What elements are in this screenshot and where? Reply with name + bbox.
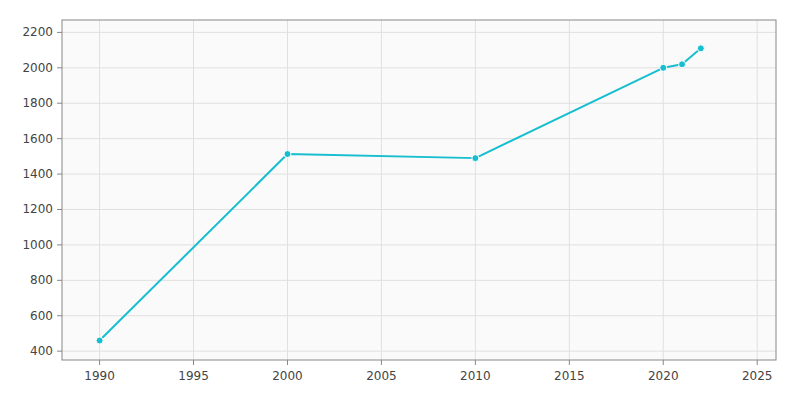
y-grid-line — [62, 174, 776, 175]
y-tick — [57, 67, 62, 68]
x-grid-line — [475, 20, 476, 360]
y-tick-label: 400 — [30, 344, 53, 358]
y-tick — [57, 32, 62, 33]
x-grid-line — [757, 20, 758, 360]
y-tick-label: 1600 — [22, 132, 53, 146]
y-tick — [57, 351, 62, 352]
y-tick — [57, 174, 62, 175]
y-tick — [57, 280, 62, 281]
x-tick-label: 2020 — [648, 369, 679, 383]
x-tick-label: 2000 — [272, 369, 303, 383]
x-tick — [99, 360, 100, 365]
x-tick-label: 1990 — [84, 369, 115, 383]
y-tick — [57, 244, 62, 245]
x-grid-line — [569, 20, 570, 360]
x-grid-line — [381, 20, 382, 360]
x-grid-line — [99, 20, 100, 360]
y-tick-label: 800 — [30, 273, 53, 287]
y-tick-label: 2000 — [22, 61, 53, 75]
y-tick-label: 2200 — [22, 25, 53, 39]
chart-container: 1990 1995 2000 2005 2010 2015 2020 2025 400 600 80… — [0, 0, 800, 400]
y-grid-line — [62, 32, 776, 33]
point — [96, 337, 103, 344]
chart-svg: 1990 1995 2000 2005 2010 2015 2020 2025 400 600 80… — [0, 0, 800, 400]
x-tick-label: 2015 — [554, 369, 585, 383]
point — [660, 64, 667, 71]
point — [679, 61, 686, 68]
series — [96, 45, 704, 344]
y-grid-line — [62, 315, 776, 316]
grid — [62, 20, 776, 360]
y-tick-label: 1800 — [22, 96, 53, 110]
x-tick — [287, 360, 288, 365]
x-tick-label: 2025 — [742, 369, 773, 383]
y-tick-label: 1000 — [22, 238, 53, 252]
y-tick-label: 600 — [30, 309, 53, 323]
x-tick-label: 2010 — [460, 369, 491, 383]
plot-frame — [62, 20, 776, 360]
y-tick — [57, 315, 62, 316]
point — [697, 45, 704, 52]
axes: 1990 1995 2000 2005 2010 2015 2020 2025 400 600 80… — [22, 20, 776, 383]
y-tick-label: 1200 — [22, 202, 53, 216]
x-tick — [663, 360, 664, 365]
y-tick — [57, 103, 62, 104]
x-grid-line — [193, 20, 194, 360]
point — [472, 155, 479, 162]
y-grid-line — [62, 103, 776, 104]
y-grid-line — [62, 209, 776, 210]
x-tick — [381, 360, 382, 365]
y-tick — [57, 138, 62, 139]
x-tick — [475, 360, 476, 365]
x-tick — [193, 360, 194, 365]
y-grid-line — [62, 138, 776, 139]
x-tick-label: 2005 — [366, 369, 397, 383]
y-grid-line — [62, 280, 776, 281]
plot-area — [62, 20, 776, 360]
y-grid-line — [62, 244, 776, 245]
line — [100, 48, 701, 340]
x-grid-line — [287, 20, 288, 360]
y-tick-label: 1400 — [22, 167, 53, 181]
x-tick-label: 1995 — [178, 369, 209, 383]
x-tick — [569, 360, 570, 365]
x-tick — [757, 360, 758, 365]
y-tick — [57, 209, 62, 210]
y-grid-line — [62, 351, 776, 352]
point — [284, 151, 291, 158]
